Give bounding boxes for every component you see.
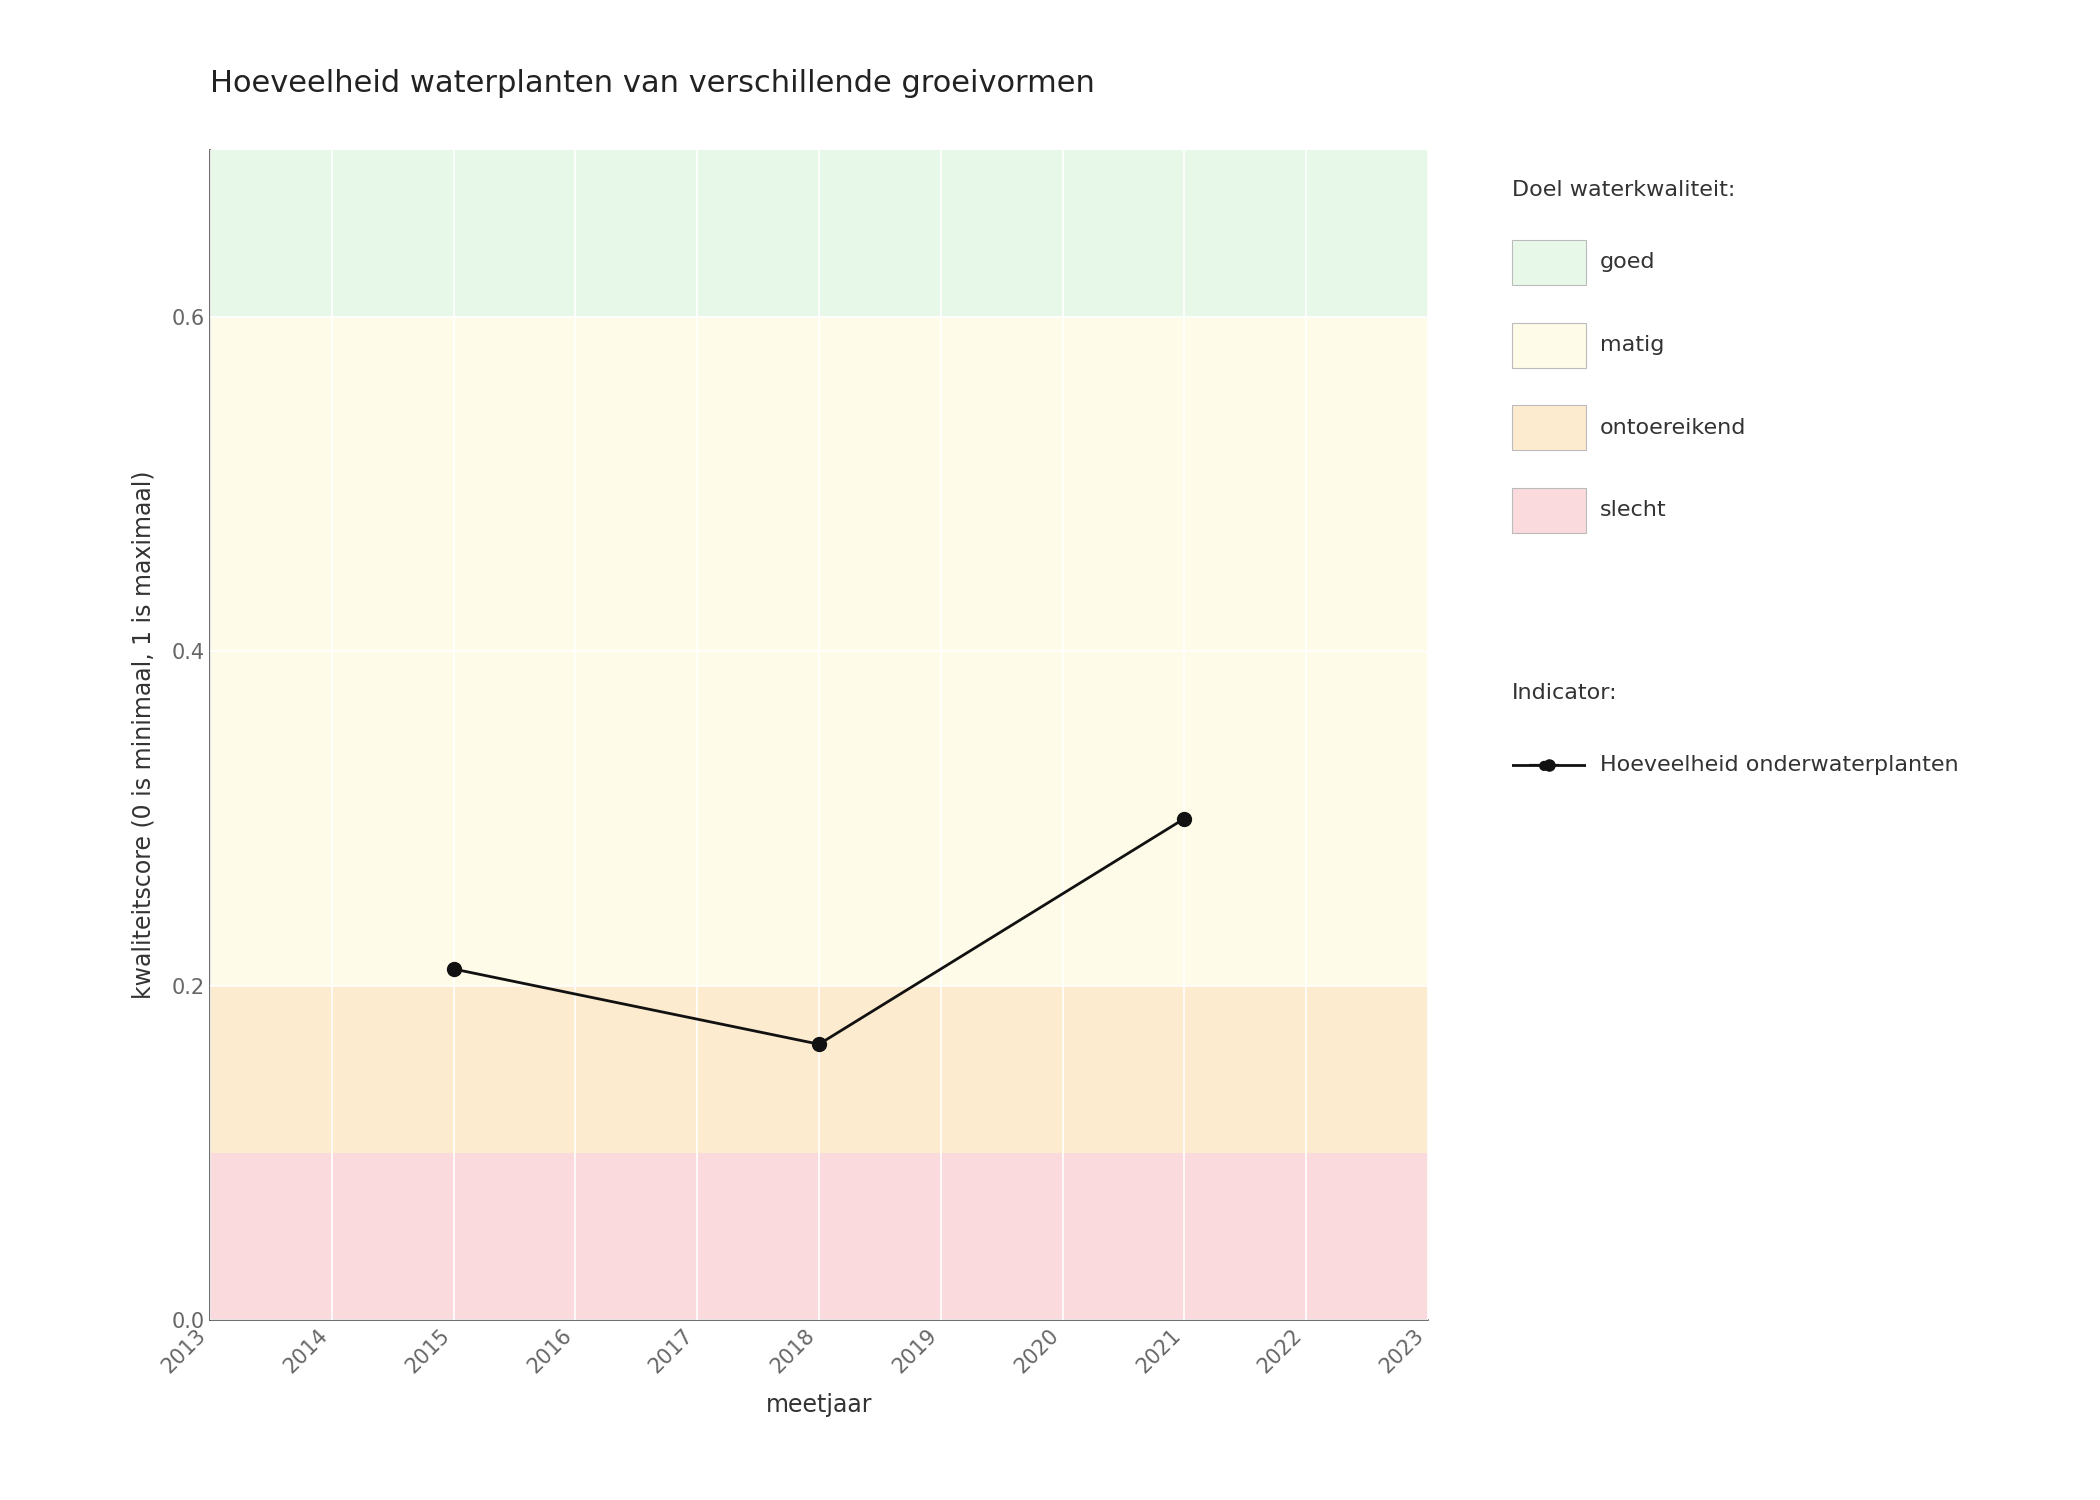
Text: Hoeveelheid waterplanten van verschillende groeivormen: Hoeveelheid waterplanten van verschillen…: [210, 69, 1094, 98]
Text: Hoeveelheid onderwaterplanten: Hoeveelheid onderwaterplanten: [1600, 754, 1959, 776]
Text: ontoereikend: ontoereikend: [1600, 417, 1747, 438]
Text: Indicator:: Indicator:: [1512, 682, 1617, 702]
Text: slecht: slecht: [1600, 500, 1667, 520]
Bar: [210, 1154, 1428, 1320]
Text: goed: goed: [1600, 252, 1655, 273]
Text: matig: matig: [1600, 334, 1665, 356]
Bar: [210, 316, 1428, 986]
Text: —●—: —●—: [1529, 756, 1558, 774]
Text: Doel waterkwaliteit:: Doel waterkwaliteit:: [1512, 180, 1735, 200]
Y-axis label: kwaliteitscore (0 is minimaal, 1 is maximaal): kwaliteitscore (0 is minimaal, 1 is maxi…: [130, 471, 155, 999]
X-axis label: meetjaar: meetjaar: [766, 1394, 872, 1417]
Bar: [210, 150, 1428, 316]
Bar: [210, 986, 1428, 1154]
